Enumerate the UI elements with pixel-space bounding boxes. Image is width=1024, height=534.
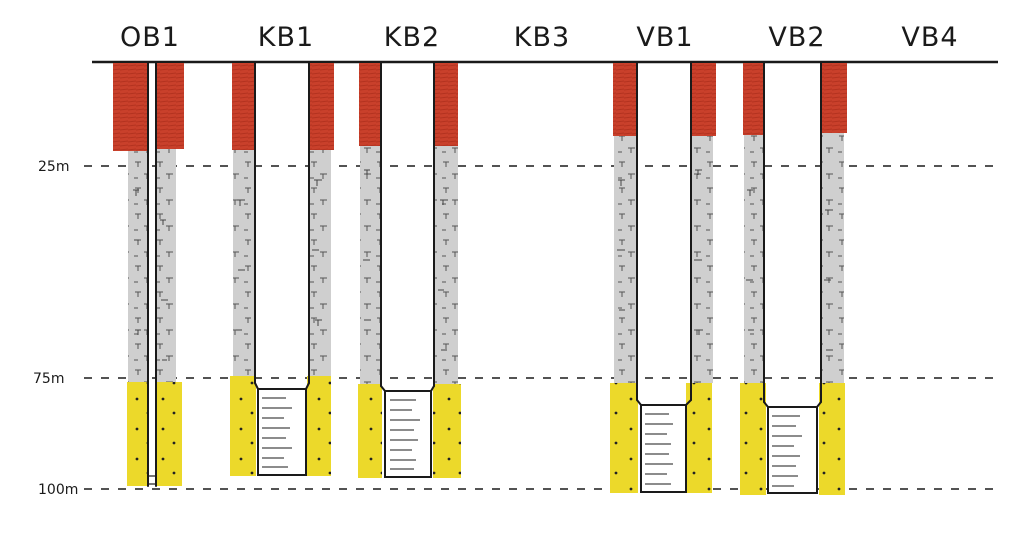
kb1-limestone-left: [233, 150, 255, 376]
well-label-vb2: VB2: [768, 22, 825, 53]
well-label-ob1: OB1: [120, 22, 180, 53]
kb1-overburden-left: [232, 63, 255, 150]
vb1-overburden-left: [613, 63, 637, 136]
well-label-kb3: KB3: [514, 22, 570, 53]
ob1-sandstone-left: [127, 382, 147, 486]
kb2-overburden-left: [359, 63, 381, 146]
depth-line-25m: 25m: [38, 159, 1000, 175]
kb1-sandstone-left: [230, 376, 256, 476]
kb1-screen: [257, 388, 307, 476]
depth-line-75m: 75m: [33, 371, 1000, 387]
depth-line-100m: 100m: [38, 482, 1000, 498]
well-vb1: [610, 61, 716, 493]
ob1-overburden-left: [113, 63, 147, 151]
kb2-limestone-right: [434, 146, 458, 384]
limestone-hatching: [133, 169, 833, 361]
well-label-vb1: VB1: [636, 22, 693, 53]
kb2-sandstone-right: [433, 384, 461, 478]
depth-label-100m: 100m: [38, 482, 78, 498]
vb1-sandstone-left: [610, 383, 638, 493]
vb1-overburden-right: [691, 63, 716, 136]
well-label-kb1: KB1: [258, 22, 314, 53]
vb2-sandstone-left: [740, 383, 766, 495]
kb1-sandstone-right: [307, 376, 331, 476]
kb2-sandstone-left: [358, 384, 382, 478]
kb2-overburden-right: [434, 63, 458, 146]
well-ob1: [113, 61, 184, 487]
ob1-sandstone-right: [156, 382, 182, 486]
well-label-vb4: VB4: [901, 22, 958, 53]
vb2-limestone-left: [744, 135, 764, 383]
vb2-overburden-right: [821, 63, 847, 133]
well-kb1: [230, 61, 334, 476]
well-label-kb2: KB2: [384, 22, 440, 53]
vb1-sandstone-right: [686, 383, 712, 493]
kb1-limestone-right: [309, 150, 331, 376]
vb1-limestone-left: [614, 136, 637, 383]
ob1-limestone-left: [128, 151, 147, 382]
depth-label-25m: 25m: [38, 159, 69, 175]
kb1-overburden-right: [309, 63, 334, 150]
well-vb2: [740, 61, 847, 495]
ob1-screen-tip: [147, 475, 157, 485]
kb2-screen: [384, 390, 432, 478]
depth-label-75m: 75m: [33, 371, 64, 387]
vb2-limestone-right: [821, 133, 844, 383]
vb2-screen: [767, 406, 818, 494]
ob1-overburden-right: [156, 63, 184, 149]
kb2-limestone-left: [360, 146, 381, 384]
well-kb2: [358, 61, 461, 478]
ob1-limestone-right: [156, 149, 176, 382]
vb1-screen: [640, 404, 687, 493]
vb2-sandstone-right: [819, 383, 845, 495]
vb2-overburden-left: [743, 63, 764, 135]
